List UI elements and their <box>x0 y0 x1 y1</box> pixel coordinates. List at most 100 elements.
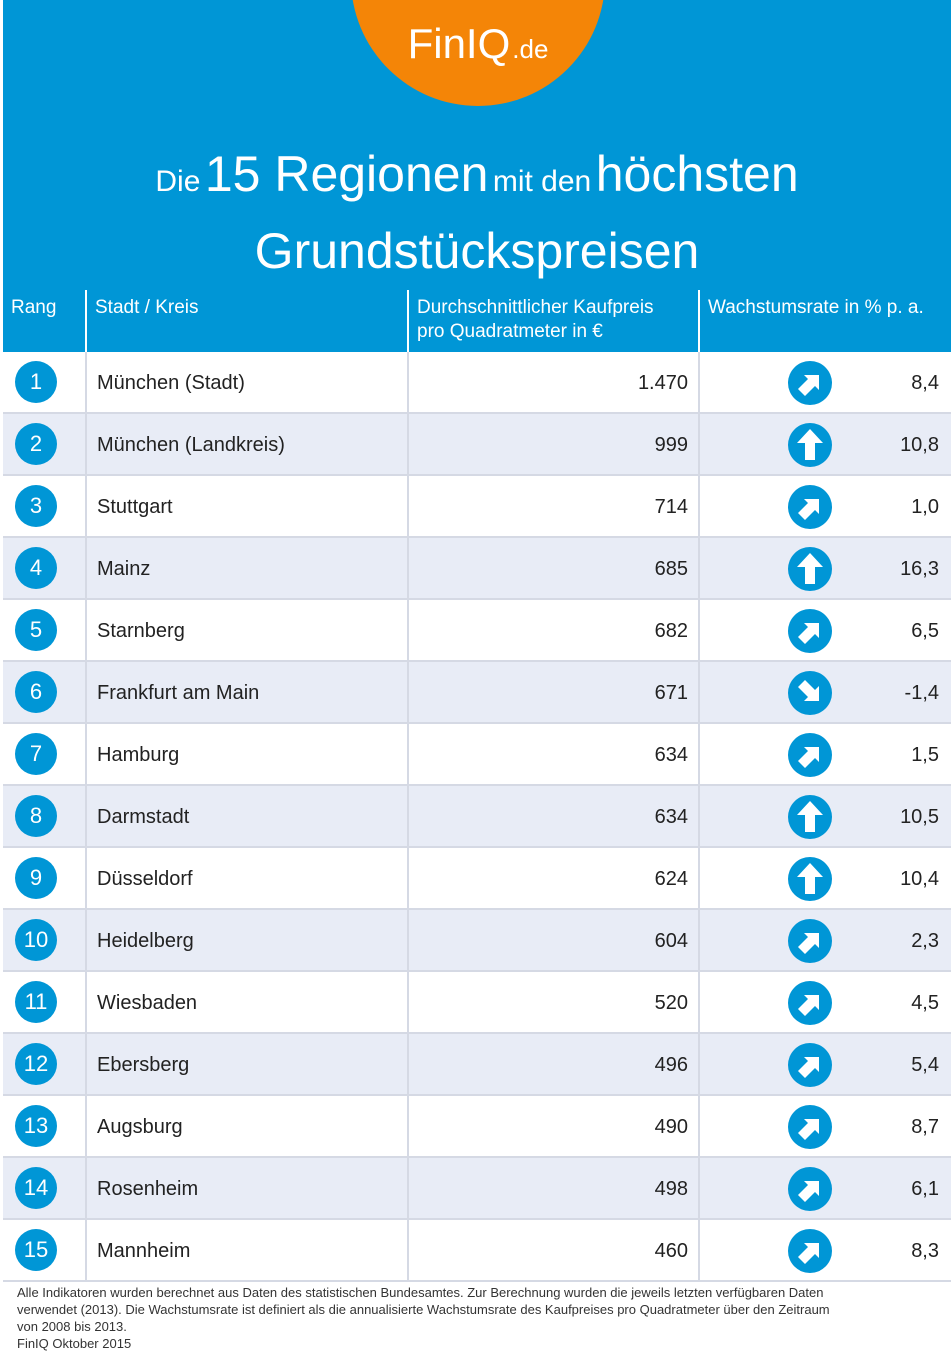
city-name: Heidelberg <box>97 930 194 952</box>
rate-value: 6,1 <box>911 1178 939 1200</box>
table-header: Rang Stadt / Kreis Durchschnittlicher Ka… <box>3 290 951 352</box>
rate-value: 2,3 <box>911 930 939 952</box>
price-value: 714 <box>654 496 688 518</box>
title-part-die: Die <box>155 165 201 198</box>
city-cell: Mainz <box>87 538 409 598</box>
page-title: Die 15 Regionen mit den höchsten Grundst… <box>3 142 951 290</box>
rate-cell: 8,7 <box>700 1096 951 1156</box>
rate-cell: 4,5 <box>700 972 951 1032</box>
rank-badge: 5 <box>15 609 57 651</box>
table-row: 11 Wiesbaden 520 4,5 <box>3 972 951 1034</box>
price-value: 685 <box>654 558 688 580</box>
city-name: Ebersberg <box>97 1054 190 1076</box>
rank-badge: 11 <box>15 981 57 1023</box>
city-name: Mainz <box>97 558 151 580</box>
city-cell: Hamburg <box>87 724 409 784</box>
rate-cell: 6,1 <box>700 1158 951 1218</box>
table-row: 12 Ebersberg 496 5,4 <box>3 1034 951 1096</box>
city-name: Hamburg <box>97 744 180 766</box>
ranking-table: 1 München (Stadt) 1.470 8,4 2 München (Landkr… <box>3 352 951 1282</box>
rank-badge: 7 <box>15 733 57 775</box>
title-line-2: Grundstückspreisen <box>3 219 951 290</box>
rank-cell: 4 <box>3 538 87 598</box>
city-cell: Darmstadt <box>87 786 409 846</box>
price-value: 624 <box>654 868 688 890</box>
column-header-price-line2: pro Quadratmeter in € <box>417 321 603 342</box>
price-cell: 634 <box>409 724 700 784</box>
price-cell: 634 <box>409 786 700 846</box>
rank-badge: 14 <box>15 1167 57 1209</box>
footnote-line-4: FinIQ Oktober 2015 <box>17 1336 132 1351</box>
rate-value: 6,5 <box>911 620 939 642</box>
price-value: 490 <box>654 1116 688 1138</box>
rate-cell: 1,5 <box>700 724 951 784</box>
city-cell: Augsburg <box>87 1096 409 1156</box>
city-cell: München (Stadt) <box>87 352 409 412</box>
arrow-up-right-icon <box>788 919 832 963</box>
rank-cell: 6 <box>3 662 87 722</box>
table-row: 5 Starnberg 682 6,5 <box>3 600 951 662</box>
price-cell: 999 <box>409 414 700 474</box>
rank-badge: 6 <box>15 671 57 713</box>
rate-value: 10,4 <box>900 868 939 890</box>
city-name: München (Stadt) <box>97 372 245 394</box>
rate-value: 8,7 <box>911 1116 939 1138</box>
price-cell: 671 <box>409 662 700 722</box>
table-row: 13 Augsburg 490 8,7 <box>3 1096 951 1158</box>
price-value: 520 <box>654 992 688 1014</box>
table-row: 15 Mannheim 460 8,3 <box>3 1220 951 1282</box>
city-name: Stuttgart <box>97 496 173 518</box>
logo-badge: FinIQ.de <box>351 0 605 106</box>
rank-badge: 3 <box>15 485 57 527</box>
rank-badge: 13 <box>15 1105 57 1147</box>
city-cell: Düsseldorf <box>87 848 409 908</box>
arrow-down-right-icon <box>788 671 832 715</box>
arrow-up-right-icon <box>788 1043 832 1087</box>
rank-cell: 7 <box>3 724 87 784</box>
rate-cell: 5,4 <box>700 1034 951 1094</box>
arrow-up-icon <box>788 795 832 839</box>
header-banner: FinIQ.de Die 15 Regionen mit den höchste… <box>3 0 951 290</box>
rank-badge: 4 <box>15 547 57 589</box>
price-cell: 624 <box>409 848 700 908</box>
rank-badge: 1 <box>15 361 57 403</box>
arrow-up-icon <box>788 857 832 901</box>
column-header-price-line1: Durchschnittlicher Kaufpreis <box>417 297 654 318</box>
arrow-up-right-icon <box>788 1229 832 1273</box>
price-value: 1.470 <box>637 372 688 394</box>
city-cell: Ebersberg <box>87 1034 409 1094</box>
rank-badge: 8 <box>15 795 57 837</box>
logo[interactable]: FinIQ.de <box>351 20 605 68</box>
city-name: Darmstadt <box>97 806 190 828</box>
price-value: 999 <box>654 434 688 456</box>
arrow-up-right-icon <box>788 485 832 529</box>
arrow-up-right-icon <box>788 733 832 777</box>
city-cell: Stuttgart <box>87 476 409 536</box>
rate-value: -1,4 <box>904 682 939 704</box>
footnote-line-3: von 2008 bis 2013. <box>17 1319 127 1334</box>
table-row: 8 Darmstadt 634 10,5 <box>3 786 951 848</box>
logo-tld: .de <box>512 34 549 64</box>
table-row: 10 Heidelberg 604 2,3 <box>3 910 951 972</box>
rank-cell: 2 <box>3 414 87 474</box>
arrow-up-right-icon <box>788 1167 832 1211</box>
rate-value: 10,8 <box>900 434 939 456</box>
rank-cell: 12 <box>3 1034 87 1094</box>
rate-cell: 16,3 <box>700 538 951 598</box>
column-header-city: Stadt / Kreis <box>87 290 409 352</box>
table-row: 6 Frankfurt am Main 671 -1,4 <box>3 662 951 724</box>
price-value: 496 <box>654 1054 688 1076</box>
title-part-hoechsten: höchsten <box>595 146 799 202</box>
city-cell: Starnberg <box>87 600 409 660</box>
rate-value: 8,3 <box>911 1240 939 1262</box>
price-value: 634 <box>654 744 688 766</box>
city-cell: Wiesbaden <box>87 972 409 1032</box>
rate-cell: 10,5 <box>700 786 951 846</box>
footnote-line-1: Alle Indikatoren wurden berechnet aus Da… <box>17 1285 824 1300</box>
rank-badge: 2 <box>15 423 57 465</box>
city-name: Frankfurt am Main <box>97 682 260 704</box>
rate-cell: 10,8 <box>700 414 951 474</box>
price-value: 671 <box>654 682 688 704</box>
price-cell: 604 <box>409 910 700 970</box>
city-name: Düsseldorf <box>97 868 193 890</box>
